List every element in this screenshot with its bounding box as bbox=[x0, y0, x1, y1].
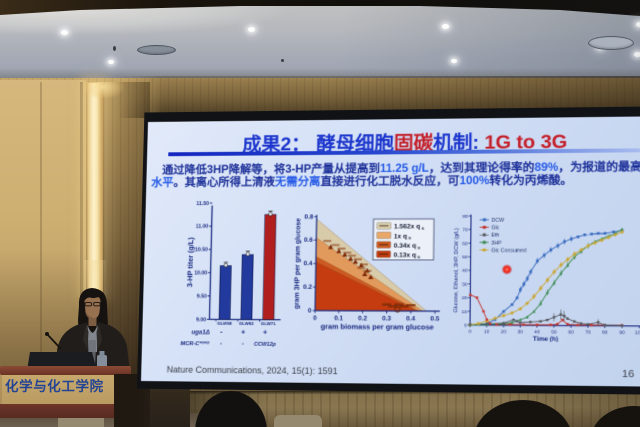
svg-text:Glucose, Ethanol, 3HP, DCW (g/: Glucose, Ethanol, 3HP, DCW (g/L) bbox=[453, 228, 460, 313]
svg-text:70: 70 bbox=[462, 227, 468, 232]
svg-text:9.50: 9.50 bbox=[197, 294, 207, 300]
svg-text:0.13x q s: 0.13x q s bbox=[394, 252, 421, 260]
svg-text:10.50: 10.50 bbox=[195, 247, 208, 253]
svg-text:3HP: 3HP bbox=[491, 240, 502, 246]
svg-text:60: 60 bbox=[568, 329, 574, 334]
svg-text:50: 50 bbox=[462, 254, 468, 259]
svg-text:0.6: 0.6 bbox=[304, 238, 314, 244]
svg-text:GLW63: GLW63 bbox=[239, 321, 255, 326]
svg-text:gram 3HP per gram glucose: gram 3HP per gram glucose bbox=[293, 218, 302, 309]
svg-text:0.2: 0.2 bbox=[303, 285, 313, 291]
svg-text:MCR-C*ᴺ*ᴰ: MCR-C*ᴺ*ᴰ bbox=[180, 340, 209, 347]
svg-text:0: 0 bbox=[469, 329, 472, 334]
svg-text:0.8: 0.8 bbox=[304, 214, 314, 220]
svg-text:GLW71: GLW71 bbox=[261, 321, 277, 326]
svg-text:3-HP titer (g/L): 3-HP titer (g/L) bbox=[186, 237, 195, 287]
svg-text:+: + bbox=[263, 328, 268, 336]
svg-text:11.50: 11.50 bbox=[196, 201, 209, 207]
svg-text:0.1: 0.1 bbox=[334, 316, 344, 322]
svg-text:9.00: 9.00 bbox=[196, 317, 206, 323]
svg-text:Glc Consumed: Glc Consumed bbox=[491, 248, 527, 254]
svg-text:-: - bbox=[220, 340, 222, 347]
svg-text:0: 0 bbox=[464, 323, 467, 328]
svg-text:-: - bbox=[220, 328, 223, 336]
svg-text:Time (h): Time (h) bbox=[533, 337, 558, 343]
svg-text:CCW12p: CCW12p bbox=[254, 342, 276, 348]
svg-text:10.00: 10.00 bbox=[194, 270, 207, 276]
svg-text:uga1Δ: uga1Δ bbox=[191, 330, 209, 336]
svg-text:0.3: 0.3 bbox=[382, 316, 392, 322]
svg-text:10: 10 bbox=[484, 329, 490, 334]
svg-text:0: 0 bbox=[308, 308, 312, 314]
svg-text:30: 30 bbox=[462, 282, 468, 287]
svg-text:20: 20 bbox=[501, 329, 507, 334]
svg-text:1.562x q s: 1.562x q s bbox=[394, 223, 425, 231]
svg-text:70: 70 bbox=[585, 330, 591, 335]
svg-text:80: 80 bbox=[602, 330, 608, 335]
svg-text:10: 10 bbox=[462, 309, 468, 314]
svg-text:100: 100 bbox=[635, 330, 640, 335]
svg-text:0.4: 0.4 bbox=[303, 261, 313, 267]
svg-text:20: 20 bbox=[462, 295, 468, 300]
svg-text:DCW: DCW bbox=[491, 217, 504, 223]
svg-text:11.00: 11.00 bbox=[196, 224, 209, 230]
svg-text:1x q s: 1x q s bbox=[394, 233, 412, 241]
svg-text:0.2: 0.2 bbox=[358, 316, 368, 322]
svg-text:60: 60 bbox=[462, 241, 468, 246]
svg-text:30: 30 bbox=[517, 329, 523, 334]
svg-text:40: 40 bbox=[462, 268, 468, 273]
svg-text:0.5: 0.5 bbox=[430, 316, 440, 322]
svg-text:Glc: Glc bbox=[491, 225, 500, 231]
svg-text:GLW58: GLW58 bbox=[217, 321, 232, 326]
svg-text:-: - bbox=[242, 340, 244, 347]
svg-text:gram biomass per gram glucose: gram biomass per gram glucose bbox=[320, 324, 433, 332]
svg-text:Eth: Eth bbox=[491, 233, 499, 239]
svg-text:0.34x q s: 0.34x q s bbox=[394, 242, 421, 250]
svg-text:90: 90 bbox=[619, 330, 625, 335]
svg-text:50: 50 bbox=[551, 329, 557, 334]
svg-text:0.4: 0.4 bbox=[406, 316, 416, 322]
svg-text:0: 0 bbox=[313, 316, 317, 322]
svg-text:40: 40 bbox=[534, 329, 540, 334]
svg-text:+: + bbox=[241, 328, 245, 336]
svg-text:80: 80 bbox=[463, 214, 469, 219]
